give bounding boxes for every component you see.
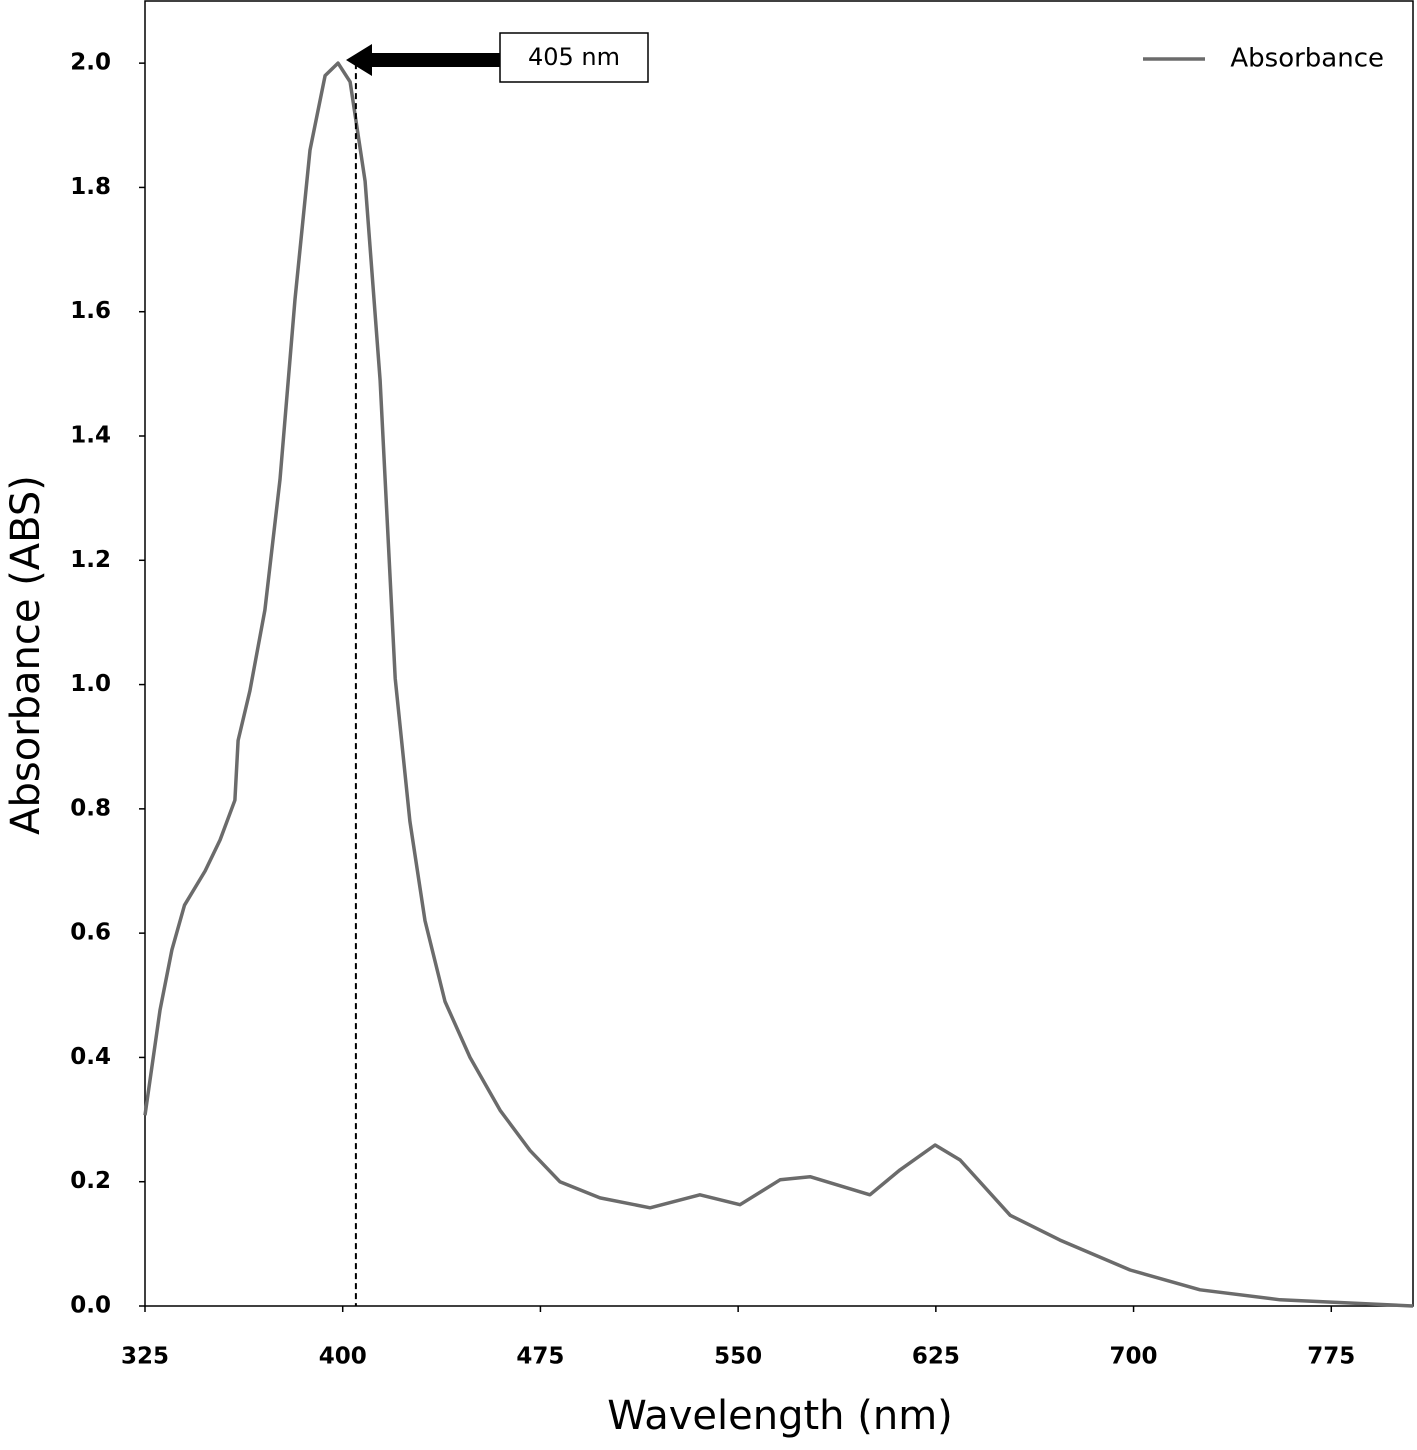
y-tick-label: 1.0 xyxy=(70,671,111,697)
y-tick-label: 0.4 xyxy=(70,1044,111,1070)
x-tick-label: 700 xyxy=(1110,1344,1158,1370)
y-tick-label: 2.0 xyxy=(70,50,111,76)
y-tick-label: 0.8 xyxy=(70,795,111,821)
arrow-head xyxy=(346,44,372,76)
arrow-shaft xyxy=(368,53,501,67)
y-tick-label: 0.6 xyxy=(70,920,111,946)
x-tick-label: 550 xyxy=(714,1344,762,1370)
y-tick-label: 1.6 xyxy=(70,298,111,324)
data-line xyxy=(143,61,1414,1308)
legend-label: Absorbance xyxy=(1230,44,1384,74)
y-tick-label: 0.2 xyxy=(70,1168,111,1194)
y-axis-title: Absorbance (ABS) xyxy=(3,475,49,835)
x-tick-label: 400 xyxy=(319,1344,367,1370)
y-tick-label: 1.2 xyxy=(70,547,111,573)
annotation-text: 405 nm xyxy=(528,43,620,71)
annotation-box xyxy=(499,32,649,83)
x-axis-title: Wavelength (nm) xyxy=(607,1393,953,1439)
x-tick-label: 475 xyxy=(516,1344,564,1370)
x-tick-label: 325 xyxy=(121,1344,169,1370)
y-tick-label: 0.0 xyxy=(70,1293,111,1319)
y-tick-label: 1.8 xyxy=(70,174,111,200)
x-tick-label: 625 xyxy=(912,1344,960,1370)
x-tick-label: 775 xyxy=(1307,1344,1355,1370)
plot-frame xyxy=(144,0,1414,1307)
y-tick-label: 1.4 xyxy=(70,423,111,449)
